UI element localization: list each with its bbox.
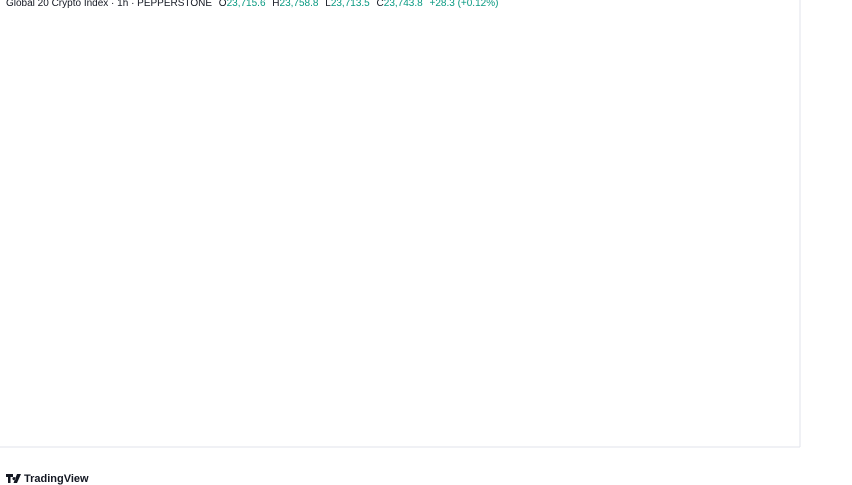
legend-key: H: [272, 0, 279, 9]
legend-change: +28.3 (+0.12%): [429, 0, 498, 9]
chart-title: Global 20 Crypto Index · 1h · PEPPERSTON…: [6, 0, 212, 9]
brand-icon: [6, 474, 21, 483]
legend-value: 23,715.6: [227, 0, 266, 9]
legend-value: 23,743.8: [384, 0, 423, 9]
legend-key: O: [219, 0, 227, 9]
chart-header: Global 20 Crypto Index · 1h · PEPPERSTON…: [6, 0, 498, 9]
legend-key: L: [325, 0, 331, 9]
legend-value: 23,713.5: [331, 0, 370, 9]
legend-key: C: [377, 0, 384, 9]
brand-logo: TradingView: [6, 473, 89, 485]
legend-value: 23,758.8: [280, 0, 319, 9]
brand-name: TradingView: [24, 473, 89, 485]
